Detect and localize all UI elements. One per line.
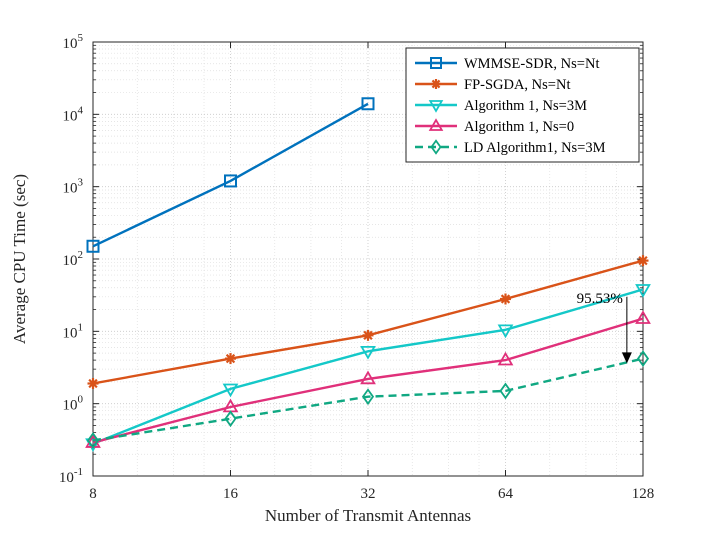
legend-item: WMMSE-SDR, Ns=Nt [415,56,599,72]
star-core [503,296,508,302]
x-axis-title: Number of Transmit Antennas [265,506,471,525]
x-tick-label: 64 [498,486,514,502]
y-tick-label: 10-1 [59,466,83,486]
series-group [85,97,651,453]
series-5 [86,350,650,449]
legend-marker [428,100,444,113]
legend-item: FP-SGDA, Ns=Nt [415,77,570,93]
legend-label: Algorithm 1, Ns=0 [464,119,574,135]
data-point [499,382,512,400]
star-core [433,81,439,87]
data-point [224,410,237,428]
legend-item: Algorithm 1, Ns=0 [415,118,574,135]
star-core [228,356,233,362]
data-point [362,329,374,341]
legend-marker [430,139,442,155]
legend-marker [430,57,442,69]
y-tick-label: 105 [63,32,84,52]
series-line [92,102,369,248]
series-line [92,317,644,444]
data-point [86,432,100,449]
series-line [92,288,644,445]
data-point [86,239,100,253]
legend-item: LD Algorithm1, Ns=3M [415,139,606,156]
data-point [87,378,99,390]
legend-label: FP-SGDA, Ns=Nt [464,77,570,93]
legend-marker [431,79,441,89]
star-core [90,381,96,386]
x-tick-label: 8 [89,486,97,502]
data-point [636,350,650,368]
data-point [360,370,376,385]
x-tick-label: 32 [361,486,376,502]
series-1 [86,97,375,253]
data-point [635,284,651,298]
data-point [635,310,651,324]
data-point [361,388,375,406]
x-tick-label: 16 [223,486,239,502]
y-axis-title: Average CPU Time (sec) [10,174,29,344]
tick-labels: 8 16 32 64 128 10-1 100 101 102 103 104 105 [59,32,654,502]
y-tick-label: 102 [63,249,84,269]
legend-marker [428,118,444,131]
legend-label: LD Algorithm1, Ns=3M [464,140,606,156]
data-point [85,438,101,453]
y-tick-label: 101 [63,321,84,341]
legend-label: WMMSE-SDR, Ns=Nt [464,56,599,72]
legend: WMMSE-SDR, Ns=Nt FP-SGDA, Ns=Nt Algorithm … [405,47,640,163]
data-point [225,353,236,365]
star-core [640,258,646,264]
series-2 [87,255,649,390]
series-line [92,357,644,442]
y-tick-label: 100 [63,394,84,414]
data-point [224,174,237,188]
x-tick-label: 128 [632,486,655,502]
data-point [497,351,514,366]
legend-item: Algorithm 1, Ns=3M [415,98,587,114]
series-3 [85,284,651,453]
y-tick-label: 104 [63,104,84,124]
annotation: 95.53% [577,291,632,364]
data-point [497,324,514,339]
data-point [361,97,375,111]
data-point [222,383,239,398]
legend-label: Algorithm 1, Ns=3M [464,98,587,114]
data-point [360,345,376,360]
data-point [637,255,649,267]
star-core [365,332,371,338]
annotation-label: 95.53% [577,291,623,307]
y-tick-label: 103 [63,177,84,197]
data-point [500,293,511,305]
annotation-arrow-head [621,352,632,364]
